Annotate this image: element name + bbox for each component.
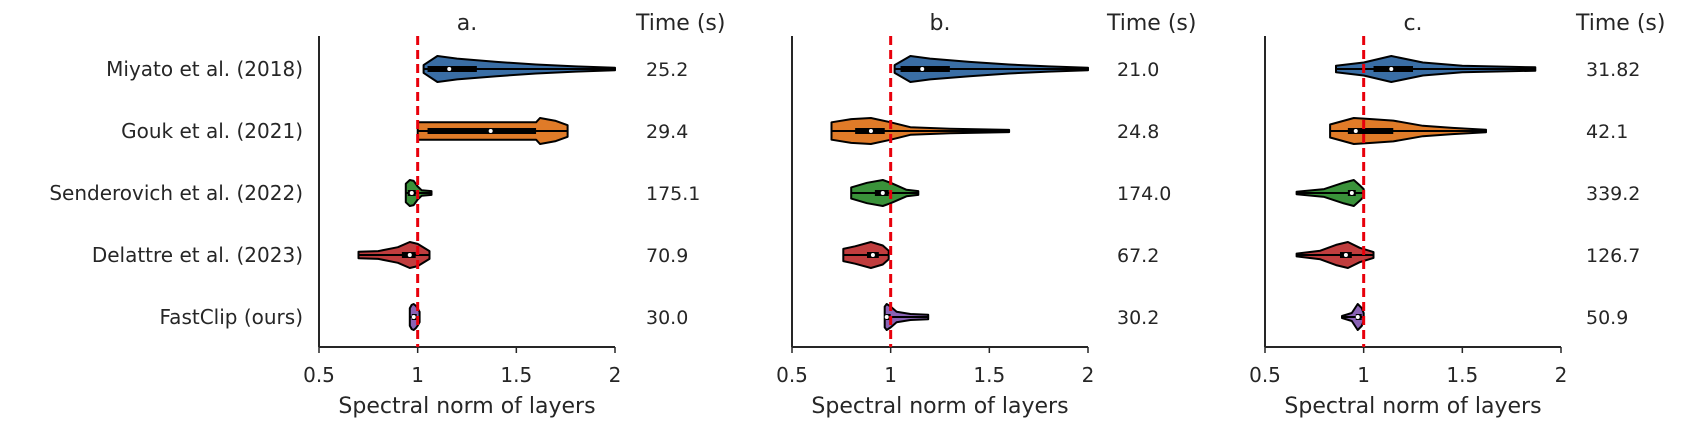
x-tick-label: 0.5 [776, 363, 808, 387]
time-value: 30.0 [646, 307, 688, 329]
panel-b: b. Time (s) 0.5 1 1.5 2 Spectral norm of layer… [776, 11, 1196, 419]
x-tick-label: 1.5 [1446, 363, 1478, 387]
violin-median [488, 129, 493, 133]
time-value: 50.9 [1586, 307, 1628, 329]
x-tick-label: 1 [411, 363, 424, 387]
time-value: 24.8 [1117, 121, 1159, 143]
time-value: 25.2 [646, 59, 688, 81]
violin-median [1343, 253, 1348, 257]
time-value: 339.2 [1586, 183, 1640, 205]
time-value: 29.4 [646, 121, 688, 143]
panel-title: b. [930, 11, 951, 36]
violin-median [447, 67, 452, 71]
category-label: Senderovich et al. (2022) [49, 181, 303, 205]
x-tick-label: 0.5 [303, 363, 335, 387]
panel-c: c. Time (s) 0.5 1 1.5 2 Spectral norm of layer… [1249, 11, 1665, 419]
time-header: Time (s) [1575, 11, 1665, 36]
time-value: 42.1 [1586, 121, 1628, 143]
panel-a: a. Time (s) 0.5 1 1.5 2 Spectral norm of layer… [49, 11, 725, 419]
x-tick-label: 1.5 [500, 363, 532, 387]
x-tick-label: 0.5 [1249, 363, 1281, 387]
panel-title: a. [457, 11, 477, 36]
time-value: 175.1 [646, 183, 700, 205]
x-tick-label: 2 [1082, 363, 1095, 387]
time-value: 126.7 [1586, 245, 1640, 267]
x-axis-label: Spectral norm of layers [1284, 394, 1541, 419]
x-axis-label: Spectral norm of layers [811, 394, 1068, 419]
x-tick-label: 1 [1357, 363, 1370, 387]
violin-median [870, 253, 875, 257]
category-label: Delattre et al. (2023) [92, 243, 303, 267]
violin-median [884, 315, 889, 319]
category-label: Miyato et al. (2018) [106, 57, 303, 81]
violin-median [868, 129, 873, 133]
violin-box [427, 66, 477, 72]
violin-median [920, 67, 925, 71]
time-value: 31.82 [1586, 59, 1640, 81]
violin-box [1347, 128, 1394, 134]
violin-median [407, 253, 412, 257]
category-label: FastClip (ours) [160, 305, 303, 329]
violin-box [900, 66, 950, 72]
x-tick-label: 1.5 [973, 363, 1005, 387]
violin-median [880, 191, 885, 195]
time-value: 30.2 [1117, 307, 1159, 329]
violin-median [1389, 67, 1394, 71]
time-header: Time (s) [635, 11, 725, 36]
x-tick-label: 2 [609, 363, 622, 387]
violin-median [1353, 129, 1358, 133]
x-tick-label: 1 [884, 363, 897, 387]
time-value: 70.9 [646, 245, 688, 267]
violin-median [409, 191, 414, 195]
x-tick-label: 2 [1555, 363, 1568, 387]
violin-median [1355, 315, 1360, 319]
time-value: 21.0 [1117, 59, 1159, 81]
time-value: 174.0 [1117, 183, 1171, 205]
violin-box [427, 128, 537, 134]
x-axis-label: Spectral norm of layers [338, 394, 595, 419]
time-header: Time (s) [1106, 11, 1196, 36]
panel-title: c. [1403, 11, 1422, 36]
category-label: Gouk et al. (2021) [121, 119, 303, 143]
time-value: 67.2 [1117, 245, 1159, 267]
violin-median [1349, 191, 1354, 195]
violin-median [411, 315, 416, 319]
